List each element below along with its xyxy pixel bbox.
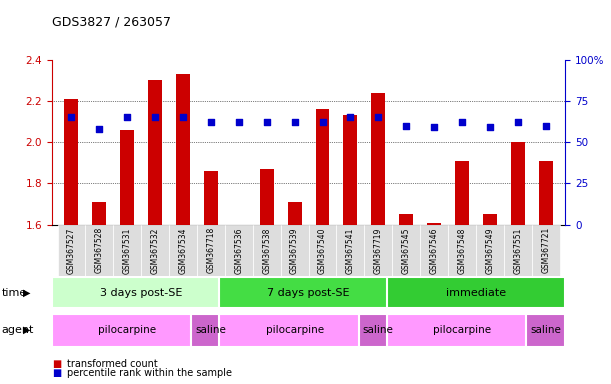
- FancyBboxPatch shape: [364, 225, 392, 276]
- Text: GSM367549: GSM367549: [485, 227, 494, 274]
- Text: ▶: ▶: [23, 325, 31, 335]
- Bar: [427, 223, 441, 225]
- Text: ▶: ▶: [23, 288, 31, 298]
- Text: GSM367545: GSM367545: [401, 227, 411, 274]
- Point: [206, 119, 216, 125]
- Point: [485, 124, 495, 130]
- Text: GSM367540: GSM367540: [318, 227, 327, 274]
- Point: [290, 119, 299, 125]
- FancyBboxPatch shape: [504, 225, 532, 276]
- Text: pilocarpine: pilocarpine: [433, 325, 491, 335]
- Text: GSM367546: GSM367546: [430, 227, 439, 274]
- FancyBboxPatch shape: [526, 314, 565, 347]
- Bar: [92, 202, 106, 225]
- Text: pilocarpine: pilocarpine: [98, 325, 156, 335]
- FancyBboxPatch shape: [197, 225, 225, 276]
- Bar: [371, 93, 386, 225]
- Text: ■: ■: [52, 368, 61, 378]
- Text: GSM367551: GSM367551: [513, 227, 522, 274]
- FancyBboxPatch shape: [113, 225, 141, 276]
- FancyBboxPatch shape: [253, 225, 280, 276]
- FancyBboxPatch shape: [86, 225, 113, 276]
- FancyBboxPatch shape: [219, 277, 398, 308]
- Text: GSM367527: GSM367527: [67, 227, 76, 274]
- FancyBboxPatch shape: [359, 314, 398, 347]
- Text: ■: ■: [52, 359, 61, 369]
- FancyBboxPatch shape: [225, 225, 253, 276]
- Bar: [343, 115, 357, 225]
- Point: [401, 122, 411, 129]
- FancyBboxPatch shape: [141, 225, 169, 276]
- FancyBboxPatch shape: [57, 225, 86, 276]
- Point: [457, 119, 467, 125]
- FancyBboxPatch shape: [169, 225, 197, 276]
- FancyBboxPatch shape: [392, 225, 420, 276]
- Bar: [455, 161, 469, 225]
- Text: GSM367721: GSM367721: [541, 227, 550, 273]
- FancyBboxPatch shape: [52, 277, 230, 308]
- Text: agent: agent: [2, 325, 34, 335]
- Text: 3 days post-SE: 3 days post-SE: [100, 288, 182, 298]
- Text: GSM367719: GSM367719: [374, 227, 382, 274]
- Text: 7 days post-SE: 7 days post-SE: [267, 288, 350, 298]
- Bar: [65, 99, 78, 225]
- Text: GSM367536: GSM367536: [235, 227, 243, 274]
- Text: saline: saline: [196, 325, 226, 335]
- Text: saline: saline: [530, 325, 561, 335]
- Text: saline: saline: [363, 325, 393, 335]
- Bar: [204, 171, 218, 225]
- Bar: [120, 130, 134, 225]
- Bar: [260, 169, 274, 225]
- Text: transformed count: transformed count: [67, 359, 158, 369]
- FancyBboxPatch shape: [387, 277, 565, 308]
- Text: GSM367541: GSM367541: [346, 227, 355, 274]
- Point: [178, 114, 188, 121]
- Point: [122, 114, 132, 121]
- Text: immediate: immediate: [446, 288, 506, 298]
- Bar: [539, 161, 552, 225]
- Text: GSM367538: GSM367538: [262, 227, 271, 274]
- Point: [234, 119, 244, 125]
- Point: [262, 119, 272, 125]
- Text: GSM367531: GSM367531: [123, 227, 132, 274]
- Bar: [511, 142, 525, 225]
- FancyBboxPatch shape: [191, 314, 230, 347]
- FancyBboxPatch shape: [420, 225, 448, 276]
- Point: [95, 126, 104, 132]
- Bar: [148, 80, 162, 225]
- Text: percentile rank within the sample: percentile rank within the sample: [67, 368, 232, 378]
- FancyBboxPatch shape: [448, 225, 476, 276]
- Bar: [315, 109, 329, 225]
- Bar: [399, 214, 413, 225]
- FancyBboxPatch shape: [387, 314, 537, 347]
- Text: GSM367548: GSM367548: [458, 227, 466, 274]
- Point: [345, 114, 355, 121]
- FancyBboxPatch shape: [337, 225, 364, 276]
- Text: time: time: [2, 288, 27, 298]
- Bar: [483, 214, 497, 225]
- Text: pilocarpine: pilocarpine: [266, 325, 324, 335]
- Point: [150, 114, 160, 121]
- Point: [67, 114, 76, 121]
- Text: GSM367532: GSM367532: [151, 227, 159, 274]
- Point: [373, 114, 383, 121]
- FancyBboxPatch shape: [309, 225, 337, 276]
- Text: GSM367528: GSM367528: [95, 227, 104, 273]
- Text: GSM367718: GSM367718: [207, 227, 216, 273]
- FancyBboxPatch shape: [52, 314, 203, 347]
- Point: [318, 119, 327, 125]
- Bar: [176, 74, 190, 225]
- Text: GSM367534: GSM367534: [178, 227, 188, 274]
- Point: [513, 119, 522, 125]
- Point: [541, 122, 551, 129]
- Point: [429, 124, 439, 130]
- FancyBboxPatch shape: [532, 225, 560, 276]
- FancyBboxPatch shape: [280, 225, 309, 276]
- FancyBboxPatch shape: [476, 225, 504, 276]
- Text: GDS3827 / 263057: GDS3827 / 263057: [52, 15, 171, 28]
- FancyBboxPatch shape: [219, 314, 370, 347]
- Bar: [288, 202, 302, 225]
- Text: GSM367539: GSM367539: [290, 227, 299, 274]
